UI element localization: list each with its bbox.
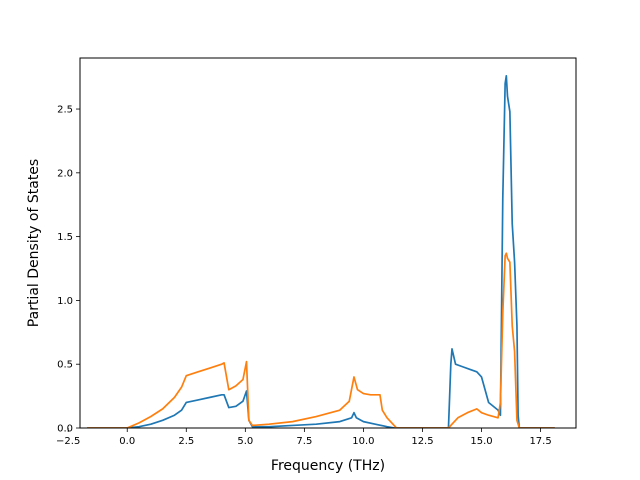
x-axis-label: Frequency (THz) bbox=[271, 458, 385, 474]
x-tick-label: 17.5 bbox=[529, 436, 551, 447]
y-axis-label: Partial Density of States bbox=[26, 159, 42, 327]
series-line-2 bbox=[87, 252, 555, 428]
x-tick-label: 15.0 bbox=[470, 436, 492, 447]
x-tick-label: 0.0 bbox=[119, 436, 135, 447]
x-tick-label: 7.5 bbox=[296, 436, 312, 447]
x-tick-label: 12.5 bbox=[411, 436, 433, 447]
x-tick-label: 5.0 bbox=[237, 436, 253, 447]
y-tick-label: 0.5 bbox=[57, 360, 73, 371]
x-tick-label: 10.0 bbox=[352, 436, 374, 447]
x-axis-ticks: −2.5 0.0 2.5 5.0 7.5 10.0 12.5 15.0 17.5 bbox=[56, 428, 552, 447]
plot-frame bbox=[79, 57, 577, 429]
y-axis-ticks: 0.0 0.5 1.0 1.5 2.0 2.5 bbox=[57, 105, 80, 435]
y-tick-label: 0.0 bbox=[57, 424, 73, 435]
x-tick-label: −2.5 bbox=[56, 436, 80, 447]
y-tick-label: 1.5 bbox=[57, 232, 73, 243]
series-line-1 bbox=[87, 75, 555, 428]
y-tick-label: 1.0 bbox=[57, 296, 73, 307]
x-tick-label: 2.5 bbox=[178, 436, 194, 447]
y-tick-label: 2.5 bbox=[57, 105, 73, 116]
series-layer bbox=[87, 75, 555, 428]
y-tick-label: 2.0 bbox=[57, 168, 73, 179]
